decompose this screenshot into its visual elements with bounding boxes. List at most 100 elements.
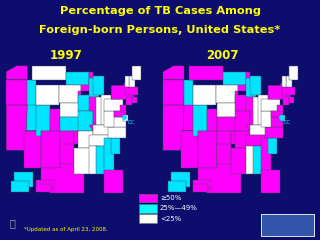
Polygon shape — [66, 72, 89, 85]
Polygon shape — [265, 127, 283, 138]
Polygon shape — [104, 111, 114, 127]
Polygon shape — [60, 103, 81, 117]
Text: <25%: <25% — [160, 216, 181, 222]
Polygon shape — [235, 72, 250, 103]
Polygon shape — [181, 131, 197, 168]
Polygon shape — [59, 85, 81, 103]
Polygon shape — [60, 117, 81, 131]
Polygon shape — [126, 97, 132, 105]
Polygon shape — [104, 99, 123, 111]
Polygon shape — [197, 109, 217, 137]
Polygon shape — [111, 80, 134, 99]
Polygon shape — [260, 138, 271, 174]
Polygon shape — [271, 111, 280, 117]
Polygon shape — [36, 184, 51, 192]
Polygon shape — [104, 138, 114, 174]
Polygon shape — [111, 138, 120, 154]
Polygon shape — [132, 66, 141, 80]
Polygon shape — [258, 95, 268, 125]
Polygon shape — [96, 97, 104, 125]
Polygon shape — [163, 66, 184, 80]
Polygon shape — [163, 80, 184, 105]
Polygon shape — [193, 85, 216, 105]
Polygon shape — [245, 78, 256, 97]
Polygon shape — [245, 134, 268, 146]
Polygon shape — [123, 115, 128, 121]
Polygon shape — [108, 127, 126, 138]
Polygon shape — [6, 105, 27, 150]
Polygon shape — [89, 78, 99, 97]
Polygon shape — [253, 97, 260, 125]
Polygon shape — [36, 180, 54, 189]
Polygon shape — [280, 115, 284, 121]
Polygon shape — [24, 91, 36, 134]
Polygon shape — [163, 105, 184, 150]
Text: Percentage of TB Cases Among: Percentage of TB Cases Among — [60, 6, 260, 16]
Polygon shape — [197, 131, 217, 168]
Polygon shape — [289, 97, 293, 103]
Polygon shape — [41, 131, 84, 193]
Polygon shape — [41, 109, 60, 137]
Polygon shape — [89, 97, 99, 131]
Polygon shape — [78, 111, 93, 131]
Polygon shape — [282, 87, 295, 95]
Text: DC: DC — [127, 120, 134, 125]
Polygon shape — [6, 66, 27, 80]
Polygon shape — [6, 80, 27, 105]
Polygon shape — [184, 80, 193, 105]
Text: ≥50%: ≥50% — [160, 195, 181, 201]
Polygon shape — [11, 180, 29, 192]
Polygon shape — [78, 131, 93, 148]
Polygon shape — [268, 80, 291, 99]
Polygon shape — [193, 105, 206, 137]
Polygon shape — [235, 95, 250, 111]
Polygon shape — [104, 170, 123, 193]
Polygon shape — [125, 87, 138, 95]
Polygon shape — [217, 117, 238, 131]
Polygon shape — [250, 125, 268, 134]
Polygon shape — [260, 170, 280, 193]
Polygon shape — [93, 76, 104, 95]
Polygon shape — [260, 111, 271, 127]
Polygon shape — [289, 66, 298, 80]
Polygon shape — [129, 76, 135, 87]
Polygon shape — [245, 97, 256, 131]
Text: Foreign-born Persons, United States*: Foreign-born Persons, United States* — [39, 25, 281, 35]
Polygon shape — [217, 103, 238, 117]
Text: CDC: CDC — [275, 220, 299, 230]
Polygon shape — [223, 72, 245, 85]
Polygon shape — [89, 134, 111, 146]
Polygon shape — [27, 80, 36, 105]
Polygon shape — [286, 76, 292, 87]
Polygon shape — [282, 76, 286, 87]
Text: DC: DC — [284, 120, 291, 125]
Polygon shape — [74, 148, 92, 174]
Polygon shape — [101, 95, 111, 125]
Polygon shape — [235, 111, 250, 131]
Polygon shape — [78, 95, 93, 111]
Text: *Updated as of April 23, 2008.: *Updated as of April 23, 2008. — [24, 227, 108, 232]
Polygon shape — [96, 146, 107, 174]
Polygon shape — [188, 66, 223, 80]
Polygon shape — [36, 85, 59, 105]
Polygon shape — [235, 131, 250, 148]
Text: 25%—49%: 25%—49% — [160, 205, 198, 211]
Polygon shape — [216, 85, 238, 103]
Polygon shape — [41, 131, 60, 168]
Polygon shape — [268, 138, 277, 154]
Polygon shape — [193, 180, 211, 189]
Polygon shape — [120, 105, 126, 117]
Polygon shape — [132, 97, 137, 103]
Polygon shape — [253, 146, 264, 174]
Text: 1997: 1997 — [49, 49, 82, 62]
Polygon shape — [36, 105, 50, 137]
Text: 2007: 2007 — [206, 49, 239, 62]
Polygon shape — [217, 131, 243, 164]
Polygon shape — [245, 146, 256, 174]
Polygon shape — [114, 111, 123, 117]
Polygon shape — [89, 146, 99, 174]
Polygon shape — [260, 99, 280, 111]
Polygon shape — [283, 97, 289, 105]
Polygon shape — [181, 91, 193, 134]
Polygon shape — [230, 148, 249, 174]
